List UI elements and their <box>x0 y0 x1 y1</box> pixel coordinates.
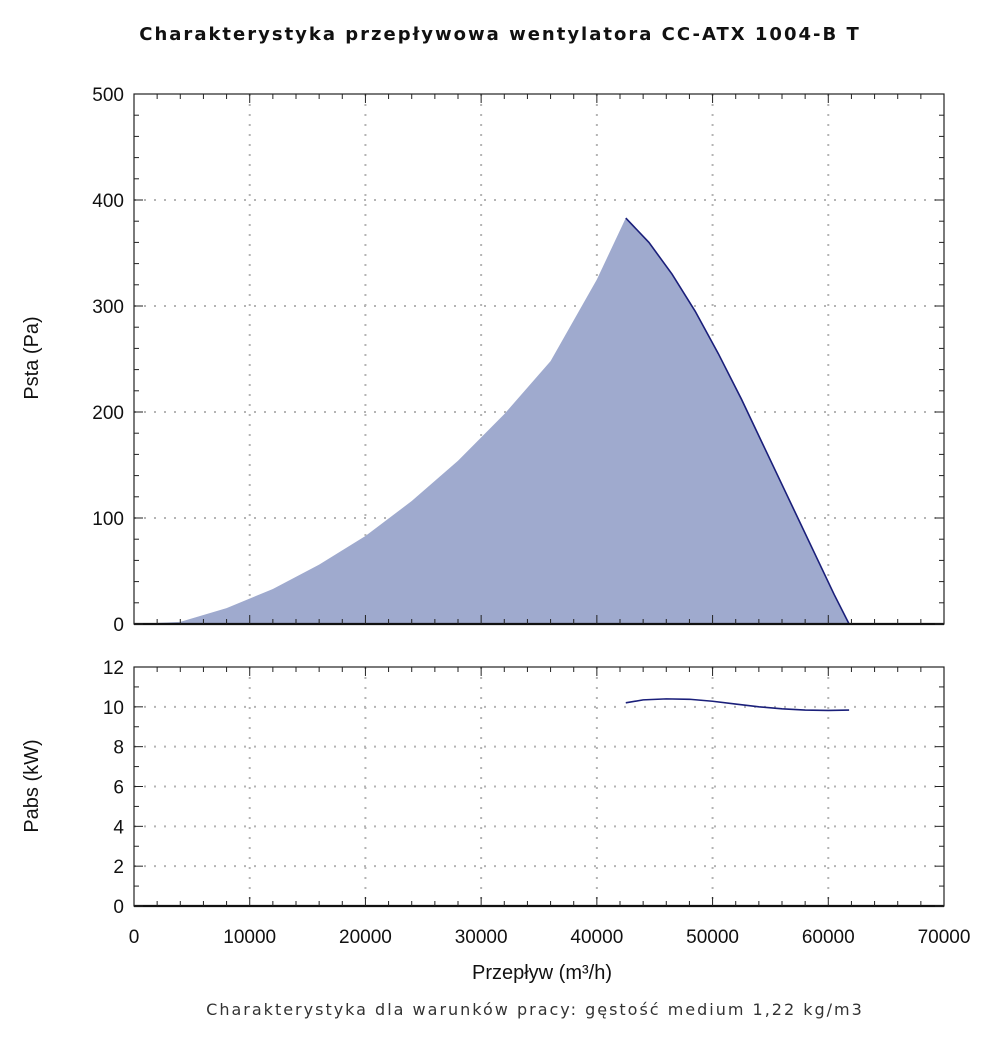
x-tick-label: 40000 <box>570 927 623 948</box>
y-tick-label: 100 <box>92 509 124 530</box>
y-tick-label: 200 <box>92 403 124 424</box>
y-tick-label: 300 <box>92 297 124 318</box>
y-tick-label: 0 <box>113 615 124 636</box>
psta-area-fill <box>134 218 850 624</box>
chart-footnote: Charakterystyka dla warunków pracy: gęst… <box>206 1000 864 1019</box>
pabs-plot: 0 2 4 6 8 10 12 0 10000 20000 30000 40000 50000 60000… <box>103 658 971 948</box>
x-tick-label: 50000 <box>686 927 739 948</box>
y-tick-label: 10 <box>103 698 124 719</box>
y-tick-label: 400 <box>92 191 124 212</box>
psta-plot: 0 100 200 300 400 500 <box>92 85 945 636</box>
psta-axis-label: Psta (Pa) <box>21 316 43 399</box>
x-tick-label: 30000 <box>455 927 508 948</box>
y-tick-label: 4 <box>113 817 124 838</box>
chart-title: Charakterystyka przepływowa wentylatora … <box>139 24 861 45</box>
x-tick-label: 0 <box>129 927 140 948</box>
y-tick-label: 500 <box>92 85 124 106</box>
x-tick-label: 20000 <box>339 927 392 948</box>
y-tick-label: 0 <box>113 897 124 918</box>
y-tick-label: 12 <box>103 658 124 679</box>
psta-curve <box>625 217 850 625</box>
pabs-axis-label: Pabs (kW) <box>21 739 43 832</box>
flow-axis-label: Przepływ (m³/h) <box>472 962 612 984</box>
y-tick-label: 8 <box>113 738 124 759</box>
x-tick-label: 10000 <box>223 927 276 948</box>
pabs-curve <box>625 698 850 712</box>
y-tick-label: 6 <box>113 778 124 799</box>
y-tick-label: 2 <box>113 857 124 878</box>
x-tick-label: 70000 <box>918 927 971 948</box>
x-tick-label: 60000 <box>802 927 855 948</box>
